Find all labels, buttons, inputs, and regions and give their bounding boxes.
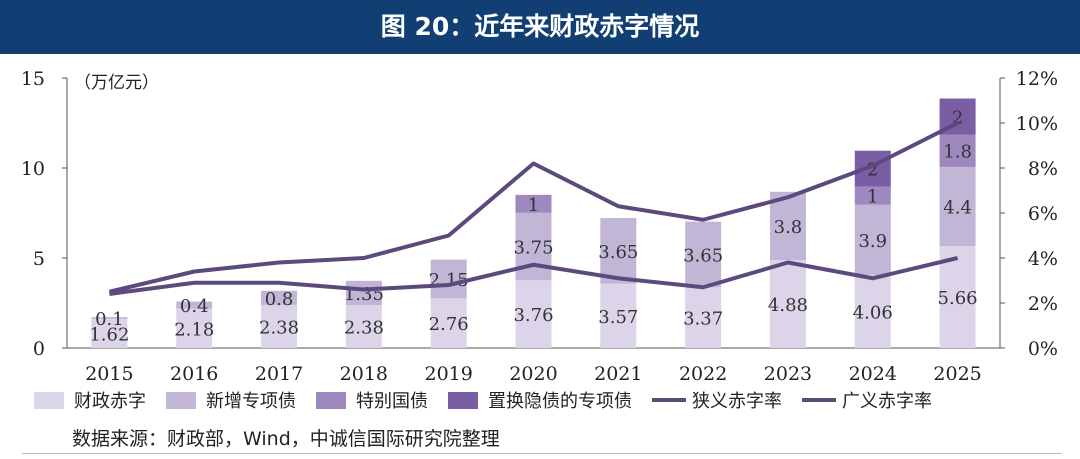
y-tick-label-left: 15 — [21, 68, 45, 90]
bar-segment — [854, 204, 891, 275]
bar-segment — [515, 194, 552, 213]
bar-data-label: 1 — [528, 195, 539, 216]
y-axis-unit-label: （万亿元） — [74, 73, 159, 93]
bar-segment — [91, 317, 128, 319]
bar-data-label: 0.1 — [95, 309, 124, 330]
bar-segment — [769, 191, 806, 261]
bar-segment — [430, 298, 467, 348]
bar-segment — [261, 290, 298, 306]
bar-segment — [939, 134, 976, 167]
bottom-divider — [22, 453, 1062, 454]
bar-data-label: 2.76 — [429, 314, 469, 335]
y-tick-label-right: 4% — [1028, 248, 1058, 270]
legend-swatch — [316, 392, 346, 409]
y-tick-label-right: 8% — [1028, 158, 1058, 180]
y-tick-label-right: 10% — [1016, 113, 1058, 135]
bar-data-label: 3.8 — [774, 217, 803, 238]
chart-title: 图 20：近年来财政赤字情况 — [380, 12, 700, 41]
x-tick-label: 2018 — [340, 363, 388, 385]
bar-segment — [854, 274, 891, 348]
bar-data-label: 2.18 — [174, 319, 214, 340]
bar-segment — [854, 186, 891, 205]
bar-segment — [345, 280, 382, 306]
x-tick-label: 2019 — [425, 363, 473, 385]
bar-segment — [91, 318, 128, 348]
bar-data-label: 1.62 — [89, 324, 129, 345]
title-bar — [0, 0, 1080, 54]
bar-data-label: 2.38 — [259, 318, 299, 339]
x-tick-label: 2016 — [170, 363, 218, 385]
bar-segment — [939, 246, 976, 348]
bar-data-label: 4.06 — [853, 302, 893, 323]
y-tick-label-right: 6% — [1028, 203, 1058, 225]
legend-label: 财政赤字 — [74, 391, 146, 412]
bar-segment — [515, 280, 552, 348]
x-tick-label: 2020 — [509, 363, 557, 385]
bar-segment — [600, 218, 637, 284]
x-tick-label: 2017 — [255, 363, 303, 385]
legend-swatch — [166, 392, 196, 409]
bar-segment — [769, 260, 806, 348]
bar-data-label: 3.65 — [683, 245, 723, 266]
bar-data-label: 3.75 — [513, 238, 553, 259]
y-tick-label-right: 12% — [1016, 68, 1058, 90]
x-tick-label: 2015 — [85, 363, 133, 385]
line-broad-deficit-rate — [108, 121, 959, 294]
y-tick-label-left: 0 — [33, 338, 45, 360]
x-tick-label: 2021 — [594, 363, 642, 385]
bar-segment — [176, 308, 213, 348]
y-tick-label-right: 2% — [1028, 293, 1058, 315]
legend-swatch — [34, 392, 64, 409]
bar-data-label: 0.8 — [265, 289, 294, 310]
line-narrow-deficit-rate — [109, 256, 959, 296]
y-tick-label-left: 5 — [33, 248, 45, 270]
y-tick-label-right: 0% — [1028, 338, 1058, 360]
x-tick-label: 2022 — [679, 363, 727, 385]
bar-segment — [600, 283, 637, 348]
bar-data-label: 5.66 — [938, 288, 978, 309]
bar-segment — [430, 259, 467, 299]
chart-area: 0 5 10 15 0% 2% 4% 6% 8% 10% 12% （万亿元） 2015 2016 2017 2… — [21, 68, 1058, 412]
legend-label: 广义赤字率 — [842, 391, 932, 412]
bar-data-label: 3.57 — [598, 307, 638, 328]
bar-data-label: 2 — [867, 160, 878, 181]
bar-data-label: 3.65 — [598, 242, 638, 263]
x-tick-label: 2025 — [933, 363, 981, 385]
bar-data-label: 0.4 — [180, 296, 209, 317]
bar-segment — [685, 221, 722, 288]
legend-label: 狭义赤字率 — [692, 391, 782, 412]
x-tick-label: 2023 — [764, 363, 812, 385]
bar-data-label: 3.9 — [858, 231, 887, 252]
bar-segment — [685, 287, 722, 348]
bar-segment — [176, 301, 213, 309]
bar-data-label: 4.88 — [768, 295, 808, 316]
bar-segment — [939, 166, 976, 247]
bar-data-label: 1 — [867, 187, 878, 208]
bar-data-label: 1.8 — [943, 142, 972, 163]
bar-data-label: 2 — [952, 108, 963, 129]
bar-data-label: 3.37 — [683, 309, 723, 330]
bar-segment — [345, 305, 382, 348]
source-note: 数据来源：财政部，Wind，中诚信国际研究院整理 — [72, 428, 500, 450]
bar-segment — [261, 305, 298, 348]
bar-data-label: 4.4 — [943, 198, 972, 219]
y-tick-label-left: 10 — [21, 158, 45, 180]
legend-label: 置换隐债的专项债 — [488, 391, 632, 412]
bar-data-label: 3.76 — [513, 305, 553, 326]
bar-data-label: 2.38 — [344, 318, 384, 339]
legend-label: 特别国债 — [356, 391, 428, 412]
x-tick-label: 2024 — [849, 363, 897, 385]
legend-label: 新增专项债 — [206, 391, 296, 412]
legend-swatch — [448, 392, 478, 409]
